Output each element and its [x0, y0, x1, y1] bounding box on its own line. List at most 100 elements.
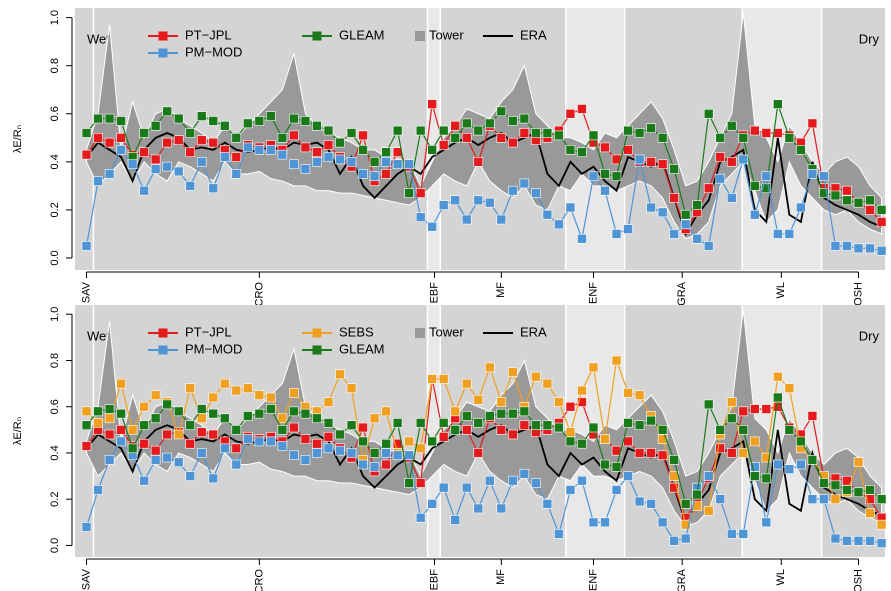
data-point	[484, 362, 495, 373]
data-point	[312, 438, 322, 449]
data-point	[185, 181, 196, 191]
data-point	[104, 137, 115, 148]
data-point	[219, 443, 230, 454]
data-point	[496, 132, 507, 143]
data-point	[289, 113, 299, 124]
y-tick-label: 0.8	[49, 58, 61, 73]
data-point	[208, 408, 219, 419]
data-point	[427, 499, 437, 509]
data-point	[289, 159, 299, 170]
data-point	[266, 111, 276, 121]
legend-marker	[158, 328, 168, 338]
data-point	[657, 132, 668, 143]
data-point	[773, 459, 783, 470]
data-point	[266, 404, 276, 414]
legend-label: ERA	[520, 27, 547, 42]
data-point	[415, 512, 426, 523]
data-point	[392, 450, 403, 461]
data-point	[219, 413, 230, 424]
data-point	[369, 448, 380, 458]
data-point	[588, 171, 599, 182]
data-point	[243, 142, 253, 153]
data-point	[243, 434, 253, 444]
data-point	[508, 137, 518, 148]
data-point	[531, 371, 541, 382]
data-point	[219, 120, 230, 131]
data-point	[657, 517, 668, 528]
data-point	[116, 116, 126, 126]
data-point	[231, 169, 242, 179]
data-point	[565, 145, 576, 155]
data-point	[473, 448, 484, 458]
data-point	[657, 207, 668, 218]
data-point	[542, 499, 553, 509]
data-point	[565, 485, 576, 495]
y-tick-label: 0.2	[49, 492, 61, 507]
data-point	[726, 397, 737, 407]
data-point	[427, 221, 437, 232]
data-point	[865, 205, 875, 215]
data-point	[208, 473, 219, 484]
data-point	[312, 147, 322, 158]
data-point	[565, 436, 576, 447]
data-point	[657, 159, 668, 170]
x-tick-label: OSH	[852, 569, 864, 591]
data-point	[162, 452, 172, 463]
data-point	[243, 411, 253, 421]
data-point	[139, 185, 149, 196]
data-point	[185, 471, 196, 481]
data-point	[358, 459, 368, 470]
data-point	[531, 478, 541, 488]
data-point	[139, 420, 149, 431]
data-point	[173, 429, 184, 440]
data-point	[750, 471, 760, 481]
data-point	[93, 132, 103, 143]
data-point	[807, 169, 818, 179]
data-point	[93, 418, 103, 428]
data-point	[703, 399, 714, 410]
data-point	[162, 106, 172, 117]
data-point	[669, 164, 679, 174]
data-point	[646, 202, 656, 213]
legend-label: SEBS	[339, 324, 374, 339]
x-tick-label: WL	[775, 569, 787, 586]
data-point	[104, 169, 115, 179]
data-point	[404, 159, 414, 170]
data-point	[404, 478, 414, 488]
data-point	[254, 116, 265, 126]
data-point	[726, 448, 737, 458]
data-point	[588, 517, 599, 528]
data-point	[185, 147, 196, 158]
data-point	[415, 478, 426, 488]
data-point	[346, 448, 357, 458]
data-point	[807, 411, 818, 421]
data-point	[773, 371, 783, 382]
data-point	[473, 394, 484, 405]
data-point	[116, 436, 126, 447]
data-point	[565, 108, 576, 119]
data-point	[565, 427, 576, 437]
x-tick-label: MF	[495, 569, 507, 585]
data-point	[461, 214, 472, 225]
data-point	[312, 448, 322, 458]
data-point	[461, 425, 472, 435]
y-tick-label: 0.0	[49, 538, 61, 553]
data-point	[139, 438, 149, 449]
data-point	[415, 125, 426, 136]
data-point	[473, 503, 484, 514]
data-point	[496, 408, 507, 419]
data-point	[726, 120, 737, 131]
x-tick-label: EBF	[428, 569, 440, 591]
annotation: Wet	[87, 31, 110, 46]
data-point	[508, 475, 518, 486]
data-point	[531, 128, 541, 138]
data-point	[277, 425, 288, 435]
legend-label: PT−JPL	[185, 324, 232, 339]
data-point	[484, 118, 495, 129]
data-point	[266, 436, 276, 447]
data-point	[519, 420, 530, 431]
data-point	[116, 408, 126, 419]
data-point	[369, 171, 380, 182]
data-point	[323, 443, 334, 454]
data-point	[173, 135, 184, 146]
